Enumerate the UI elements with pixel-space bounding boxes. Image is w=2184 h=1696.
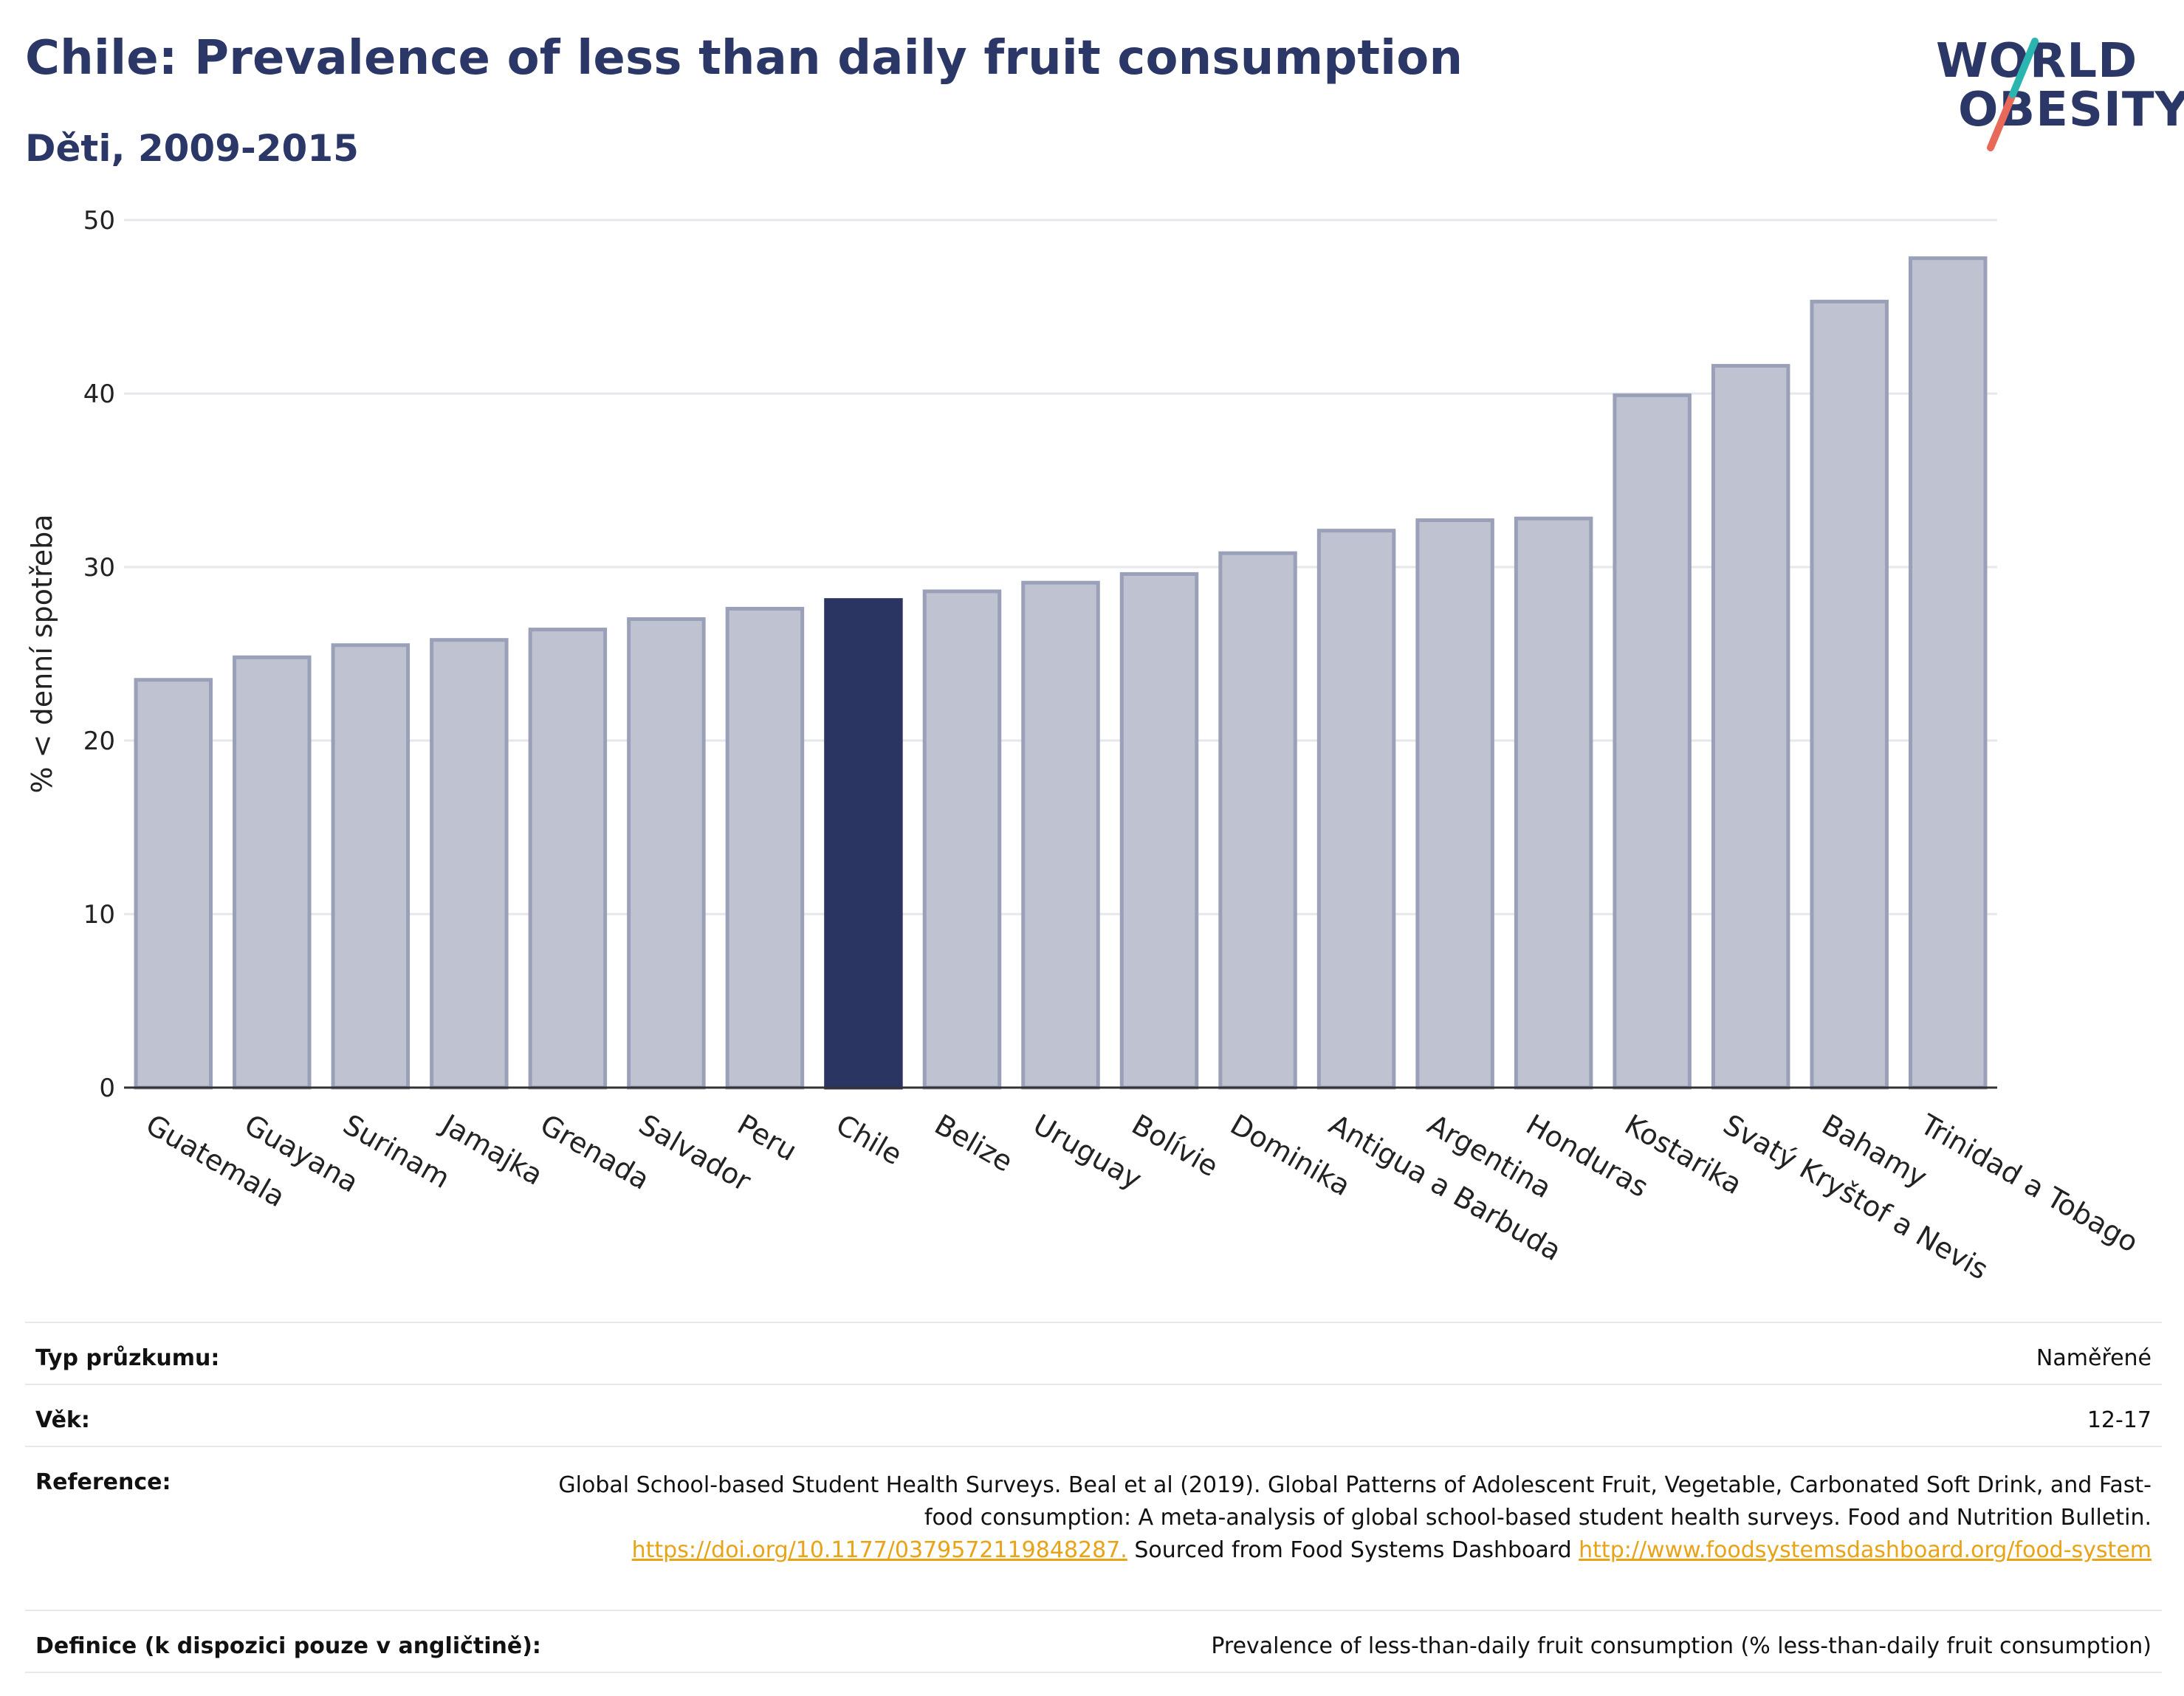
x-tick-label: Jamajka [435,1108,549,1192]
meta-row-reference: Reference: Global School-based Student H… [25,1446,2162,1610]
y-tick-label: 10 [83,900,115,930]
definition-value: Prevalence of less-than-daily fruit cons… [1211,1633,2152,1659]
metadata-table: Typ průzkumu: Naměřené Věk: 12-17 Refere… [25,1322,2162,1673]
bar [1316,529,1396,1090]
reference-label: Reference: [35,1469,171,1495]
bar [1218,551,1297,1090]
y-tick-label: 50 [83,206,115,236]
survey-type-label: Typ průzkumu: [35,1345,220,1371]
page-title: Chile: Prevalence of less than daily fru… [25,31,1463,86]
age-value: 12-17 [2087,1407,2152,1433]
meta-row-survey: Typ průzkumu: Naměřené [25,1322,2162,1384]
doi-link[interactable]: https://doi.org/10.1177/0379572119848287… [631,1537,1127,1563]
meta-row-age: Věk: 12-17 [25,1384,2162,1446]
bar [1908,256,1988,1090]
y-tick-label: 0 [99,1074,115,1103]
bar [627,617,706,1090]
bar [1810,299,1889,1090]
x-tick-label: Uruguay [1028,1108,1147,1196]
bar [1514,516,1593,1090]
survey-type-value: Naměřené [2036,1345,2152,1371]
logo-slash-icon [1987,38,2039,151]
definition-label: Definice (k dispozici pouze v angličtině… [35,1633,541,1659]
x-tick-label: Salvador [633,1108,757,1198]
reference-value: Global School-based Student Health Surve… [527,1469,2152,1567]
bar [528,628,608,1090]
bar [922,589,1002,1090]
bar-highlighted [824,598,903,1090]
bar [725,606,805,1090]
bar [1613,393,1692,1090]
bar [1415,518,1494,1090]
x-tick-label: Chile [831,1108,907,1172]
dashboard-link[interactable]: http://www.foodsystemsdashboard.org/food… [1579,1537,2152,1563]
bar [1119,571,1199,1090]
y-axis-label: % < denní spotřeba [26,514,58,793]
bar [1711,363,1790,1090]
bar [233,655,312,1090]
y-tick-label: 20 [83,727,115,756]
world-obesity-logo: WORLD OBESITY [1927,24,2184,157]
y-tick-label: 40 [83,380,115,409]
bar [331,643,411,1090]
bar [430,638,509,1090]
meta-row-definition: Definice (k dispozici pouze v angličtině… [25,1610,2162,1673]
reference-text: Global School-based Student Health Surve… [558,1472,2152,1531]
bar [1021,580,1100,1090]
x-tick-label: Belize [929,1108,1018,1178]
bar [134,678,213,1090]
page-subtitle: Děti, 2009-2015 [25,127,359,170]
age-label: Věk: [35,1407,90,1433]
x-tick-label: Grenada [535,1108,655,1196]
x-tick-label: Peru [732,1108,802,1167]
reference-sourced-text: Sourced from Food Systems Dashboard [1127,1537,1579,1563]
y-tick-label: 30 [83,553,115,583]
